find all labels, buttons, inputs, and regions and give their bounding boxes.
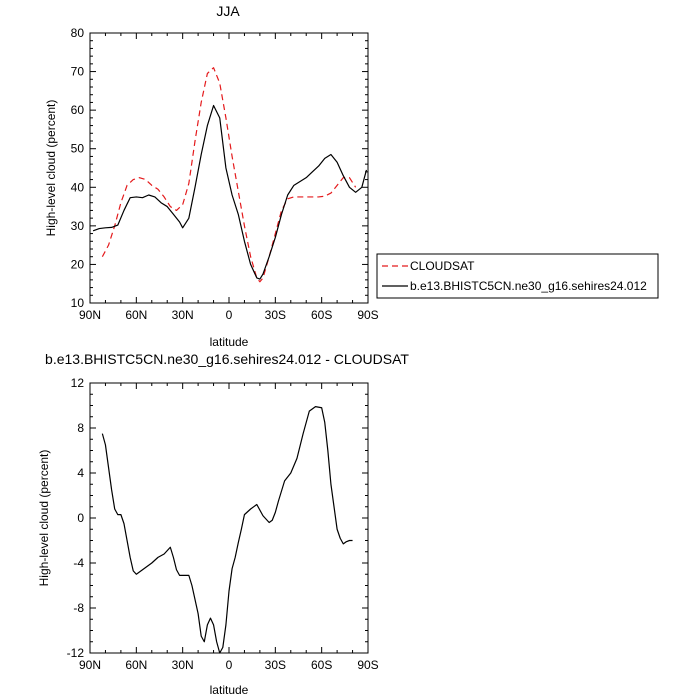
top-x-tick-label: 0 [226,308,233,322]
bottom-y-tick-label: 12 [71,376,85,390]
bottom-x-axis-label: latitude [210,683,249,697]
bottom-chart-title: b.e13.BHISTC5CN.ne30_g16.sehires24.012 -… [45,351,409,367]
bottom-y-tick-label: -8 [73,601,84,615]
bottom-chart: b.e13.BHISTC5CN.ne30_g16.sehires24.012 -… [37,351,409,697]
top-y-tick-label: 40 [71,180,85,194]
bottom-y-tick-label: 8 [77,421,84,435]
top-x-tick-label: 60S [311,308,332,322]
bottom-x-tick-label: 60N [125,658,147,672]
bottom-plot-frame [89,382,369,654]
top-plot-frame [89,32,369,304]
bottom-x-tick-label: 60S [311,658,332,672]
top-chart-title: JJA [216,3,240,19]
legend-box [376,253,659,299]
bottom-y-axis-label: High-level cloud (percent) [37,450,51,587]
bottom-x-tick-label: 90S [357,658,378,672]
legend-label-model: b.e13.BHISTC5CN.ne30_g16.sehires24.012 [410,279,647,293]
legend-label-cloudsat: CLOUDSAT [410,259,475,273]
top-y-tick-label: 50 [71,142,85,156]
bottom-y-tick-label: -4 [73,556,84,570]
top-y-tick-label: 70 [71,65,85,79]
bottom-x-tick-label: 30S [265,658,286,672]
top-y-axis-label: High-level cloud (percent) [44,100,58,237]
legend: CLOUDSAT b.e13.BHISTC5CN.ne30_g16.sehire… [376,253,659,299]
bottom-x-tick-label: 0 [226,658,233,672]
bottom-x-tick-label: 90N [79,658,101,672]
top-chart: JJA 90N 60N 30N 0 30S 60S 90S1020304050607080 … [44,3,379,349]
top-y-tick-label: 80 [71,26,85,40]
top-ticks: 90N 60N 30N 0 30S 60S 90S 10 20 30 40 50 60 70 80 [71,26,379,322]
top-y-tick-label: 30 [71,219,85,233]
top-series-lines [92,67,368,283]
top-x-axis-label: latitude [210,335,249,349]
top-series-line-0 [101,67,357,283]
bottom-y-tick-label: 0 [77,511,84,525]
top-x-tick-label: 90S [357,308,378,322]
top-x-tick-label: 90N [79,308,101,322]
top-x-tick-label: 30N [172,308,194,322]
top-series-line-1 [92,104,368,280]
bottom-series-line-0 [101,406,353,654]
top-x-tick-label: 30S [265,308,286,322]
top-y-tick-label: 10 [71,296,85,310]
bottom-x-tick-label: 30N [172,658,194,672]
top-x-tick-label: 60N [125,308,147,322]
bottom-y-tick-label: -12 [67,646,85,660]
bottom-y-tick-label: 4 [77,466,84,480]
bottom-ticks: 90N 60N 30N 0 30S 60S 90S -12 -8 -4 0 4 8 12 [67,376,379,672]
top-y-tick-label: 20 [71,257,85,271]
top-y-tick-label: 60 [71,103,85,117]
bottom-series-lines [101,406,353,654]
